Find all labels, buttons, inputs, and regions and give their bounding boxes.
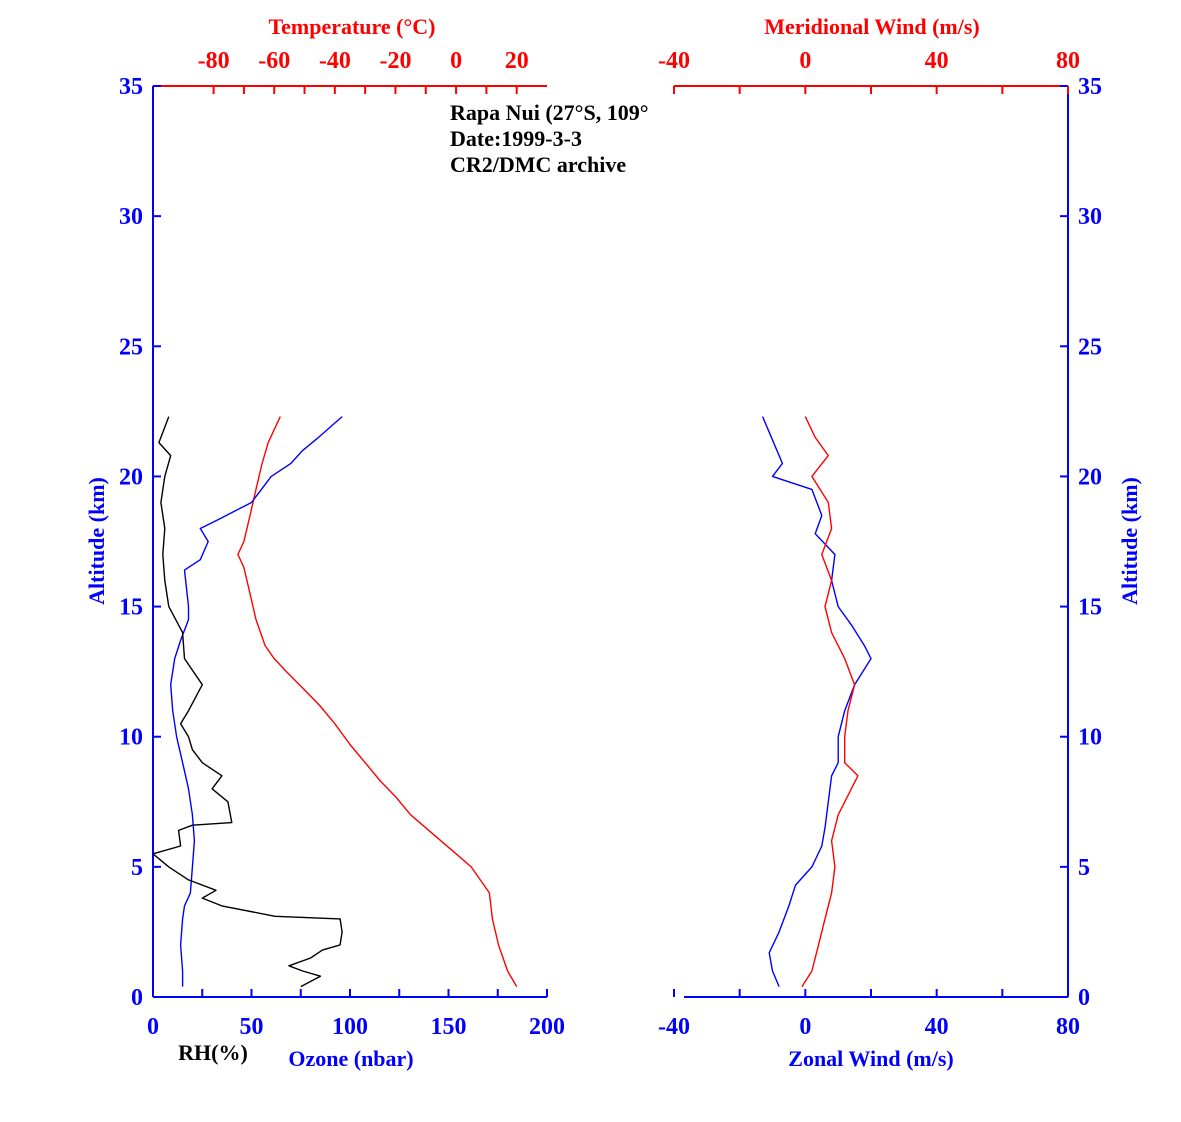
right-bottom-tick-label: 80 — [1056, 1014, 1080, 1040]
right-bottom-tick-label: 0 — [799, 1014, 811, 1040]
zonal-wind-axis-label: Zonal Wind (m/s) — [788, 1046, 953, 1071]
left-bottom-tick-label: 150 — [431, 1014, 467, 1040]
left-top-tick-label: -80 — [198, 48, 230, 74]
left-y-tick-label: 25 — [119, 334, 143, 360]
left-top-tick-label: 0 — [450, 48, 462, 74]
left-bottom-tick-label: 50 — [240, 1014, 264, 1040]
left-y-tick-label: 30 — [119, 204, 143, 230]
left-y-tick-label: 15 — [119, 595, 143, 621]
right-y-tick-label: 30 — [1078, 204, 1102, 230]
zonal-wind-series-line — [761, 416, 872, 987]
left-y-tick-label: 10 — [119, 725, 143, 751]
left-top-tick-label: 20 — [505, 48, 529, 74]
meridional-wind-axis-label: Meridional Wind (m/s) — [764, 14, 980, 39]
right-y-tick-label: 10 — [1078, 725, 1102, 751]
right-y-tick-label: 0 — [1078, 985, 1090, 1011]
meridional-wind-series-line — [801, 416, 859, 987]
right-y-tick-label: 35 — [1078, 74, 1102, 100]
right-top-tick-label: 40 — [925, 48, 949, 74]
ozone-series-line — [169, 416, 343, 987]
right-panel: 0 5 10 15 20 25 30 35 -40 0 40 80 -40 0 40 80 Meridio… — [658, 14, 1142, 1071]
right-top-tick-label: 80 — [1056, 48, 1080, 74]
left-y-tick-label: 35 — [119, 74, 143, 100]
left-bottom-tick-label: 0 — [147, 1014, 159, 1040]
date-annotation: Date:1999-3-3 — [450, 126, 582, 151]
right-top-tick-label: -40 — [658, 48, 690, 74]
ozone-axis-label: Ozone (nbar) — [288, 1046, 413, 1071]
archive-annotation: CR2/DMC archive — [450, 152, 626, 177]
right-altitude-label: Altitude (km) — [1117, 477, 1142, 605]
rh-series-line — [152, 416, 343, 988]
left-top-tick-label: -40 — [319, 48, 351, 74]
right-y-tick-label: 15 — [1078, 595, 1102, 621]
rh-axis-label: RH(%) — [178, 1040, 248, 1065]
right-bottom-tick-label: -40 — [658, 1014, 690, 1040]
right-y-tick-label: 20 — [1078, 464, 1102, 490]
left-y-tick-label: 0 — [131, 985, 143, 1011]
left-y-tick-label: 5 — [131, 855, 143, 881]
right-y-tick-label: 5 — [1078, 855, 1090, 881]
left-bottom-tick-label: 200 — [529, 1014, 565, 1040]
right-bottom-tick-label: 40 — [925, 1014, 949, 1040]
temperature-series-line — [237, 416, 518, 987]
right-top-tick-label: 0 — [799, 48, 811, 74]
left-altitude-label: Altitude (km) — [84, 477, 109, 605]
right-y-tick-label: 25 — [1078, 334, 1102, 360]
left-bottom-tick-label: 100 — [332, 1014, 368, 1040]
left-top-tick-label: -20 — [379, 48, 411, 74]
station-annotation: Rapa Nui (27°S, 109° — [450, 100, 649, 125]
left-y-tick-label: 20 — [119, 464, 143, 490]
temperature-axis-label: Temperature (°C) — [268, 14, 435, 39]
left-top-tick-label: -60 — [258, 48, 290, 74]
